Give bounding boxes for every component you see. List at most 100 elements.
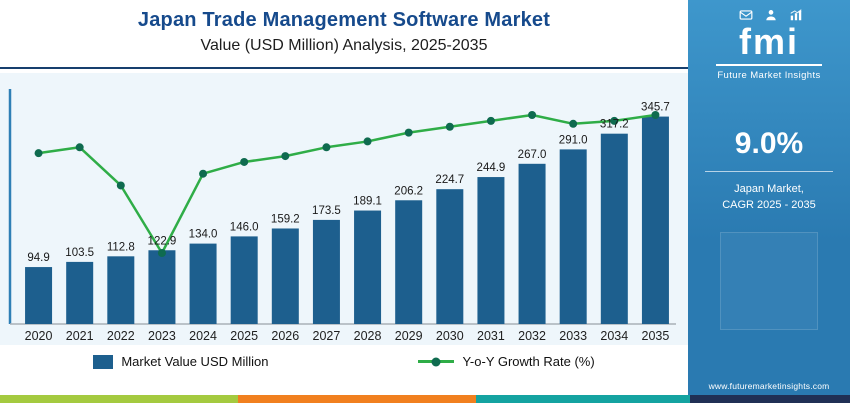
bar: [66, 261, 94, 324]
bar: [354, 210, 382, 324]
cagr-stat-value: 9.0%: [734, 126, 804, 160]
year-label: 2030: [436, 329, 464, 343]
bar-value-label: 224.7: [435, 174, 464, 186]
legend-line-dot: [431, 357, 441, 366]
year-label: 2023: [148, 329, 176, 343]
year-label: 2029: [395, 329, 423, 343]
year-label: 2025: [230, 329, 258, 343]
year-label: 2024: [189, 329, 217, 343]
year-label: 2032: [518, 329, 546, 343]
fmi-logo: fmi Future Market Insights: [688, 0, 850, 81]
bar-value-label: 317.2: [600, 119, 629, 131]
year-label: 2027: [313, 329, 341, 343]
bar-value-label: 94.9: [27, 252, 49, 264]
bar-value-label: 267.0: [518, 149, 547, 161]
website-url: www.futuremarketinsights.com: [708, 381, 830, 391]
legend-item-growth-rate: Y-o-Y Growth Rate (%): [418, 354, 595, 369]
bar: [271, 228, 299, 324]
bar-value-label: 146.0: [230, 221, 259, 233]
growth-marker: [569, 119, 578, 128]
bar: [600, 133, 628, 324]
growth-marker: [199, 169, 208, 178]
footer-stripes: [0, 395, 850, 403]
bar-value-label: 244.9: [477, 162, 506, 174]
bar-value-label: 173.5: [312, 205, 341, 217]
growth-marker: [363, 137, 372, 146]
bar: [641, 116, 669, 324]
year-label: 2031: [477, 329, 505, 343]
growth-marker: [34, 149, 43, 158]
bar-value-label: 159.2: [271, 213, 300, 225]
fmi-logo-tagline: Future Market Insights: [717, 69, 821, 81]
bar-value-label: 291.0: [559, 134, 588, 146]
footer-stripe-orange: [238, 395, 476, 403]
bar: [518, 163, 546, 324]
envelope-icon: [735, 8, 753, 23]
bar-value-label: 122.9: [148, 235, 177, 247]
legend-line-label: Y-o-Y Growth Rate (%): [462, 354, 595, 369]
growth-marker: [651, 111, 660, 119]
stat-caption-line1: Japan Market,: [734, 182, 804, 195]
bar: [25, 267, 53, 324]
legend-bar-label: Market Value USD Million: [121, 354, 269, 369]
bar: [312, 219, 340, 324]
year-label: 2022: [107, 329, 135, 343]
year-label: 2035: [642, 329, 670, 343]
legend-bar-swatch: [93, 354, 114, 369]
growth-marker: [322, 143, 331, 152]
footer-stripe-green: [0, 395, 238, 403]
growth-marker: [528, 111, 537, 119]
growth-marker: [240, 157, 249, 166]
bar: [230, 236, 258, 324]
bar: [107, 256, 135, 324]
year-label: 2034: [600, 329, 628, 343]
legend-line-swatch: [418, 357, 455, 366]
year-label: 2020: [25, 329, 53, 343]
growth-marker: [404, 128, 413, 137]
growth-line: [37, 113, 657, 255]
bar: [395, 200, 423, 324]
stat-divider: [705, 170, 833, 172]
year-label: 2021: [66, 329, 94, 343]
bar: [477, 177, 505, 324]
bar-value-label: 134.0: [189, 229, 218, 241]
chart-title: Japan Trade Management Software Market: [137, 9, 551, 31]
chart-header: Japan Trade Management Software Market V…: [0, 0, 688, 55]
person-icon: [760, 8, 778, 23]
bar: [436, 189, 464, 324]
fmi-logo-text: fmi: [739, 21, 799, 62]
growth-marker: [157, 249, 166, 257]
market-chart: 94.9 103.5 112.8 122.9 134.0 146.0 159.2 173.5 1…: [8, 89, 676, 343]
title-underline: [0, 67, 688, 69]
bar-value-label: 112.8: [107, 241, 135, 253]
footer-stripe-navy: [690, 395, 850, 403]
year-label: 2026: [271, 329, 299, 343]
chart-legend: Market Value USD Million Y-o-Y Growth Ra…: [0, 354, 688, 369]
sidebar: fmi Future Market Insights 9.0% Japan Ma…: [688, 0, 850, 403]
legend-item-market-value: Market Value USD Million: [93, 354, 268, 369]
chart-panel: 94.9 103.5 112.8 122.9 134.0 146.0 159.2 173.5 1…: [0, 73, 688, 345]
growth-marker: [116, 181, 125, 190]
year-label: 2033: [559, 329, 587, 343]
logo-divider: [716, 63, 822, 66]
cagr-stat-caption: Japan Market, CAGR 2025 - 2035: [688, 181, 850, 214]
bar-value-label: 103.5: [65, 247, 94, 259]
logo-icons: [688, 8, 850, 23]
chart-subtitle: Value (USD Million) Analysis, 2025-2035: [200, 37, 488, 54]
growth-marker: [486, 116, 495, 125]
bar: [148, 250, 176, 324]
growth-marker: [281, 152, 290, 161]
bar: [559, 149, 587, 324]
bar-value-label: 345.7: [641, 102, 670, 114]
growth-marker: [610, 116, 619, 125]
stat-caption-line2: CAGR 2025 - 2035: [722, 199, 816, 212]
year-label: 2028: [354, 329, 382, 343]
chart-area: Japan Trade Management Software Market V…: [0, 0, 688, 369]
bar-value-label: 189.1: [353, 196, 382, 208]
growth-chart-icon: [785, 8, 803, 23]
bar-value-label: 206.2: [394, 185, 423, 197]
bar: [189, 243, 217, 324]
growth-marker: [445, 122, 454, 131]
footer-stripe-teal: [476, 395, 690, 403]
